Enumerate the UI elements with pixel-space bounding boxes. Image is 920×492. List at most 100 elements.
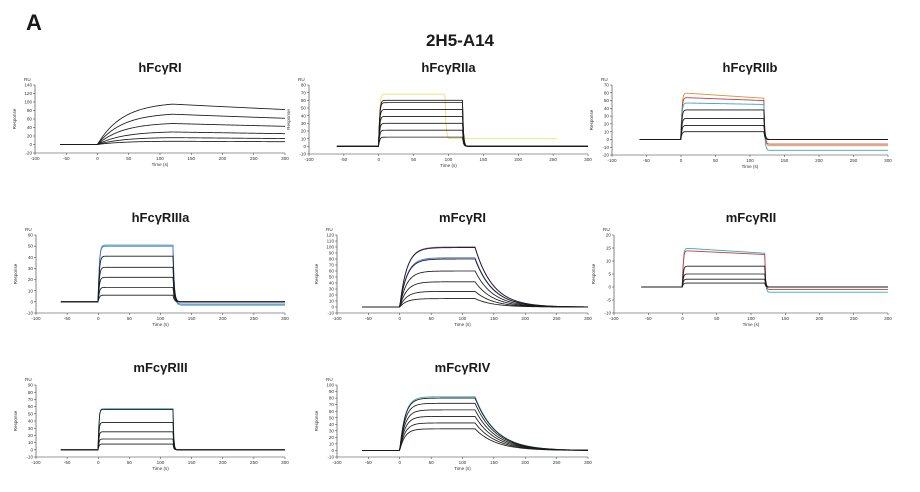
x-tick-label: 250 <box>553 316 561 321</box>
series-line-7 <box>60 294 285 303</box>
y-axis-label: Response <box>591 263 596 284</box>
panel-title: hFcγRIIIa <box>132 210 191 225</box>
x-tick-label: 50 <box>429 460 435 465</box>
panel-letter: A <box>26 10 42 35</box>
y-tick-label: 20 <box>329 435 335 440</box>
y-tick-label: 90 <box>329 389 335 394</box>
unit-label: RU <box>603 227 610 232</box>
x-tick-label: 250 <box>250 156 258 161</box>
y-tick-label: 60 <box>329 269 335 274</box>
y-tick-label: 30 <box>329 287 335 292</box>
panel-title: mFcγRIV <box>435 360 491 375</box>
y-tick-label: 70 <box>329 263 335 268</box>
x-tick-label: 250 <box>553 460 561 465</box>
x-tick-label: 300 <box>584 460 592 465</box>
y-tick-label: 5 <box>608 272 611 277</box>
y-tick-label: 50 <box>604 98 610 103</box>
y-tick-label: 30 <box>28 266 34 271</box>
y-axis-label: Response <box>13 263 18 284</box>
y-tick-label: 10 <box>606 259 612 264</box>
panel-title: mFcγRII <box>726 210 777 225</box>
y-tick-label: 0 <box>331 305 334 310</box>
x-tick-label: 200 <box>816 316 824 321</box>
y-tick-label: 20 <box>27 134 33 139</box>
y-tick-label: 20 <box>604 121 610 126</box>
x-tick-label: 0 <box>97 316 100 321</box>
y-tick-label: 10 <box>301 136 307 141</box>
x-tick-label: 250 <box>549 157 557 162</box>
y-tick-label: 40 <box>329 422 335 427</box>
y-tick-label: 50 <box>329 275 335 280</box>
x-tick-label: 0 <box>680 158 683 163</box>
unit-label: RU <box>25 227 32 232</box>
sensorgram-panel-1: hFcγRI RU -20 0 20 40 60 80 100 120 140 -100 -50 0 50 1… <box>12 60 289 167</box>
x-tick-label: -100 <box>31 316 41 321</box>
x-tick-label: 150 <box>480 157 488 162</box>
x-axis-label: Time (s) <box>742 164 759 169</box>
y-tick-label: 70 <box>604 83 610 88</box>
x-axis-label: Time (s) <box>152 162 169 167</box>
sensorgram-panel-5: mFcγRIRU-100102030405060708090100110120-… <box>314 210 592 327</box>
x-tick-label: 100 <box>747 316 755 321</box>
series-line-4 <box>362 409 589 451</box>
y-tick-label: 70 <box>28 397 34 402</box>
series-line-7 <box>639 131 888 140</box>
x-tick-label: 200 <box>514 157 522 162</box>
panel-title: hFcγRI <box>138 60 181 75</box>
y-tick-label: 100 <box>24 100 32 105</box>
y-tick-label: 80 <box>329 257 335 262</box>
x-tick-label: -100 <box>607 158 617 163</box>
y-axis-label: Response <box>314 263 319 284</box>
y-tick-label: 50 <box>28 244 34 249</box>
series-line-1 <box>362 246 589 308</box>
x-tick-label: 200 <box>521 316 529 321</box>
y-axis-label: Response <box>286 109 291 130</box>
x-tick-label: 0 <box>398 460 401 465</box>
y-tick-label: 10 <box>329 299 335 304</box>
x-tick-label: 300 <box>584 157 592 162</box>
y-tick-label: 120 <box>24 91 32 96</box>
x-tick-label: 0 <box>96 156 99 161</box>
y-tick-label: 0 <box>303 144 306 149</box>
x-tick-label: 100 <box>459 316 467 321</box>
x-tick-label: 200 <box>219 460 227 465</box>
y-tick-label: 0 <box>331 448 334 453</box>
x-tick-label: 300 <box>584 316 592 321</box>
y-axis-label: Response <box>314 410 319 431</box>
x-axis-label: Time (s) <box>152 322 169 327</box>
y-tick-label: 60 <box>27 117 33 122</box>
y-axis-label: Response <box>12 108 17 129</box>
y-tick-label: 20 <box>28 277 34 282</box>
x-tick-label: 50 <box>127 316 133 321</box>
x-tick-label: 0 <box>398 316 401 321</box>
y-axis-label: Response <box>13 410 18 431</box>
y-tick-label: 90 <box>28 383 34 388</box>
x-tick-label: 100 <box>157 316 165 321</box>
series-line-2 <box>362 247 588 308</box>
x-tick-label: 150 <box>490 316 498 321</box>
x-tick-label: 50 <box>429 316 435 321</box>
y-tick-label: -10 <box>26 455 33 460</box>
y-tick-label: -10 <box>26 311 33 316</box>
y-tick-label: -10 <box>327 311 334 316</box>
x-tick-label: -50 <box>365 460 372 465</box>
series-line-6 <box>641 282 888 288</box>
y-tick-label: 40 <box>301 113 307 118</box>
y-axis-label: Response <box>589 109 594 130</box>
y-tick-label: 0 <box>30 299 33 304</box>
x-tick-label: 200 <box>815 158 823 163</box>
y-tick-label: 100 <box>326 383 334 388</box>
x-tick-label: 200 <box>219 156 227 161</box>
series-line-6 <box>60 286 285 303</box>
series-line-2 <box>60 113 286 145</box>
y-tick-label: 70 <box>301 90 307 95</box>
x-tick-label: 0 <box>681 316 684 321</box>
x-tick-label: -50 <box>645 316 652 321</box>
y-tick-label: 40 <box>604 106 610 111</box>
y-tick-label: 120 <box>326 233 334 238</box>
y-tick-label: -5 <box>607 298 612 303</box>
series-line-7 <box>362 290 588 308</box>
series-line-1 <box>336 93 557 147</box>
y-tick-label: -10 <box>602 145 609 150</box>
x-tick-label: 250 <box>250 460 258 465</box>
